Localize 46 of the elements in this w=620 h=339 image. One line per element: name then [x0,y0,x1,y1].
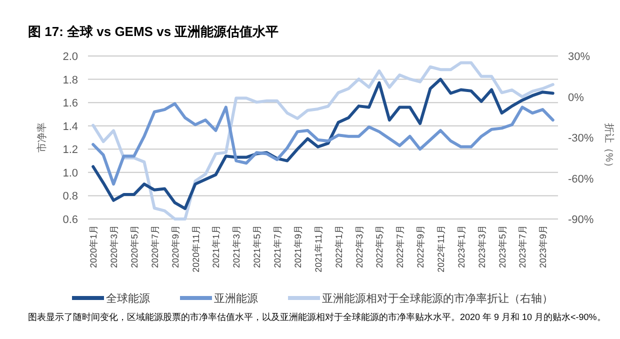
x-tick-label: 2023年1月 [456,225,466,268]
x-tick-label: 2020年3月 [109,225,120,268]
chart-title: 图 17: 全球 vs GEMS vs 亚洲能源估值水平 [28,24,279,39]
y2-tick-label: 30% [568,51,590,63]
x-tick-label: 2022年7月 [395,225,406,268]
y-tick-label: 0.6 [62,214,78,226]
x-tick-label: 2021年1月 [211,225,222,268]
x-tick-label: 2022年9月 [416,225,426,268]
y2-axis-title: 折让（%） [603,123,615,172]
x-tick-label: 2021年3月 [232,225,242,268]
x-tick-label: 2020年9月 [170,225,180,268]
y2-tick-label: -30% [568,132,594,144]
x-tick-label: 2022年3月 [354,225,364,268]
x-tick-label: 2023年5月 [497,225,508,268]
y-axis-title: 市净率 [36,122,48,152]
y-tick-label: 0.8 [62,190,78,203]
x-tick-label: 2022年11月 [436,225,446,272]
y-tick-label: 1.0 [62,167,78,180]
y-tick-label: 1.2 [62,144,78,156]
x-tick-label: 2022年5月 [374,225,385,268]
x-tick-label: 2021年9月 [292,225,303,268]
legend-label: 亚洲能源 [214,292,258,305]
y-tick-label: 1.4 [62,120,78,133]
x-tick-label: 2023年3月 [476,225,487,268]
line-series [92,78,554,210]
line-series [92,102,554,186]
y2-tick-label: -60% [568,173,594,186]
x-tick-label: 2021年11月 [313,225,324,272]
legend-label: 亚洲能源相对于全球能源的市净率折让（右轴） [322,292,553,305]
x-tick-label: 2023年7月 [518,225,528,268]
y-tick-label: 2.0 [62,51,78,63]
x-tick-label: 2021年5月 [252,225,262,268]
text: 图表显示了随时间变化，区域能源股票的市净率估值水平，以及亚洲能源相对于全球能源的市净率贴水水平。2020 年 9 月和 10 月的贴水<-90%。 [28,312,606,322]
x-tick-label: 2023年9月 [538,225,548,268]
x-tick-label: 2020年1月 [88,225,99,268]
y2-tick-label: -90% [568,214,594,226]
y2-tick-label: 0% [568,92,584,104]
x-tick-label: 2020年11月 [190,225,201,272]
x-tick-label: 2021年7月 [272,225,283,268]
x-tick-label: 2020年5月 [129,225,140,268]
y-tick-label: 1.6 [62,98,78,110]
legend-label: 全球能源 [106,292,150,305]
x-tick-label: 2022年1月 [334,225,344,268]
y-tick-label: 1.8 [62,74,78,86]
line-series [92,61,554,220]
x-tick-label: 2020年7月 [150,225,160,268]
